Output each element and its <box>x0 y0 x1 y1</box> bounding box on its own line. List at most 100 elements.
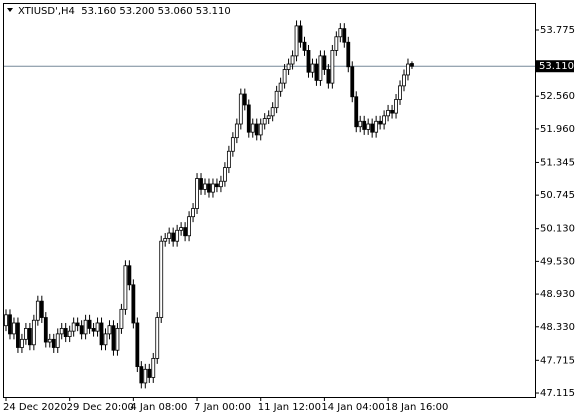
candle-body <box>23 328 28 340</box>
candle-body <box>278 82 283 92</box>
candle-body <box>99 322 104 346</box>
y-tick-label: 49.530 <box>540 256 575 267</box>
candle-body <box>390 109 394 114</box>
candle-body <box>211 183 215 193</box>
candle-body <box>302 41 307 51</box>
candle-body <box>107 325 112 335</box>
candle-body <box>374 120 379 133</box>
candle-body <box>63 328 68 338</box>
candle-body <box>143 368 148 384</box>
candle-body <box>406 63 410 76</box>
candle-body <box>314 63 319 81</box>
candle-body <box>115 328 120 351</box>
candle-body <box>127 265 132 286</box>
candle-body <box>55 333 60 348</box>
candle-body <box>71 322 76 332</box>
candle-body <box>282 69 287 84</box>
candle-body <box>254 123 259 136</box>
y-tick-label: 53.775 <box>540 25 575 36</box>
candle-body <box>310 63 315 73</box>
y-tick-label: 47.115 <box>540 388 575 399</box>
candle-body <box>187 216 191 237</box>
y-tick-label: 48.930 <box>540 289 575 300</box>
y-tick-label: 51.345 <box>540 157 575 168</box>
candle-body <box>338 28 343 38</box>
x-tick-label: 4 Jan 08:00 <box>130 402 187 413</box>
candle-body <box>119 308 124 329</box>
candle-body <box>274 90 279 109</box>
candle-body <box>330 50 335 84</box>
candle-body <box>215 183 219 188</box>
y-tick-label: 50.130 <box>540 224 575 235</box>
candle-body <box>195 178 199 209</box>
candle-body <box>75 322 80 327</box>
candle-body <box>326 69 331 84</box>
candle-body <box>342 28 347 43</box>
candle-body <box>131 284 136 324</box>
candle-body <box>199 178 203 190</box>
candle-body <box>20 338 24 348</box>
candle-body <box>8 314 12 335</box>
x-tick-label: 7 Jan 00:00 <box>194 402 251 413</box>
candle-body <box>4 314 8 327</box>
candle-body <box>294 25 299 57</box>
candle-body <box>51 338 56 348</box>
candle-body <box>366 123 371 130</box>
candle-body <box>358 120 363 128</box>
candle-body <box>318 55 323 81</box>
candle-body <box>163 238 168 242</box>
candle-body <box>43 317 48 343</box>
candle-body <box>103 333 108 346</box>
candle-body <box>386 109 390 117</box>
candle-body <box>234 123 239 139</box>
last-price-box <box>536 60 574 73</box>
candle-body <box>250 123 255 133</box>
candle-body <box>266 115 271 119</box>
x-tick-label: 24 Dec 2020 <box>3 402 67 413</box>
candle-body <box>290 55 295 65</box>
candle-body <box>402 74 406 87</box>
candle-body <box>322 55 327 70</box>
plot-frame <box>3 3 536 398</box>
candle-body <box>219 180 223 188</box>
candle-body <box>398 85 402 100</box>
candle-body <box>12 322 16 335</box>
candle-body <box>226 150 231 169</box>
candle-body <box>179 227 184 231</box>
candle-body <box>159 240 164 318</box>
y-tick-label: 48.330 <box>540 322 575 333</box>
candle-body <box>258 123 263 136</box>
candle-body <box>123 265 128 310</box>
candle-body <box>306 50 311 73</box>
y-tick-label: 51.960 <box>540 124 575 135</box>
y-tick-label: 47.715 <box>540 355 575 366</box>
candle-body <box>27 328 32 346</box>
candle-body <box>91 328 96 332</box>
candle-body <box>183 227 188 237</box>
candle-body <box>350 66 355 98</box>
candle-body <box>370 123 375 133</box>
y-tick-label: 50.745 <box>540 190 575 201</box>
candle-body <box>354 96 359 128</box>
candle-body <box>171 232 176 242</box>
candle-body <box>147 368 152 378</box>
candle-body <box>191 208 195 218</box>
candle-body <box>35 300 40 321</box>
chart-header: XTIUSD',H4 53.160 53.200 53.060 53.110 <box>18 6 231 17</box>
candle-body <box>362 120 367 130</box>
y-tick-label: 52.560 <box>540 91 575 102</box>
candle-body <box>155 317 160 359</box>
x-tick-label: 11 Jan 12:00 <box>258 402 321 413</box>
candle-body <box>207 183 211 193</box>
candle-body <box>16 322 20 348</box>
candle-body <box>242 93 247 106</box>
candle-body <box>222 167 227 182</box>
candle-body <box>47 338 52 343</box>
candle-body <box>394 99 398 114</box>
menu-triangle <box>7 8 13 12</box>
candle-body <box>334 36 339 51</box>
candle-body <box>59 328 64 335</box>
candle-body <box>203 183 207 190</box>
candle-body <box>135 322 140 367</box>
